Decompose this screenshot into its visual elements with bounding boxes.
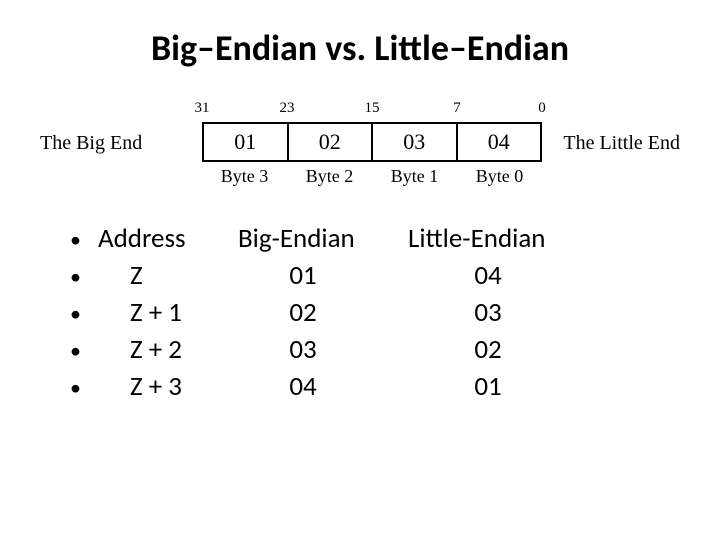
byte-label-row: Byte 3 Byte 2 Byte 1 Byte 0 — [202, 166, 542, 187]
cell-little: 03 — [408, 296, 588, 329]
byte-cell-3: 01 — [204, 124, 289, 160]
byte-cell-0: 04 — [458, 124, 541, 160]
byte-label-3: Byte 3 — [202, 166, 287, 187]
cell-big: 01 — [238, 259, 408, 292]
byte-cell-2: 02 — [289, 124, 374, 160]
cell-little: 01 — [408, 370, 588, 403]
bit-label-7: 7 — [453, 100, 461, 117]
cell-big: 04 — [238, 370, 408, 403]
cell-address: Z + 3 — [98, 370, 238, 403]
byte-label-2: Byte 2 — [287, 166, 372, 187]
little-end-label: The Little End — [563, 132, 680, 155]
cell-little: 04 — [408, 259, 588, 292]
slide: Big–Endian vs. Little–Endian The Big End… — [0, 0, 720, 540]
header-address: Address — [98, 222, 238, 255]
cell-address: Z — [98, 259, 238, 292]
slide-title: Big–Endian vs. Little–Endian — [40, 26, 680, 70]
bullet-icon: • — [70, 374, 98, 401]
address-table: • Address Big-Endian Little-Endian • Z 0… — [70, 222, 680, 403]
cell-big: 02 — [238, 296, 408, 329]
bit-label-23: 23 — [280, 100, 295, 117]
bit-position-row: 31 23 15 7 0 — [202, 100, 542, 120]
bit-label-0: 0 — [538, 100, 546, 117]
table-row: • Z 01 04 — [70, 259, 680, 292]
cell-address: Z + 1 — [98, 296, 238, 329]
header-big: Big-Endian — [238, 222, 408, 255]
header-little: Little-Endian — [408, 222, 588, 255]
bullet-icon: • — [70, 337, 98, 364]
cell-little: 02 — [408, 333, 588, 366]
byte-diagram: The Big End The Little End 31 23 15 7 0 … — [40, 88, 680, 208]
bullet-icon: • — [70, 263, 98, 290]
cell-address: Z + 2 — [98, 333, 238, 366]
big-end-label: The Big End — [40, 132, 142, 155]
table-row: • Z + 3 04 01 — [70, 370, 680, 403]
byte-label-0: Byte 0 — [457, 166, 542, 187]
table-header-row: • Address Big-Endian Little-Endian — [70, 222, 680, 255]
byte-label-1: Byte 1 — [372, 166, 457, 187]
bullet-icon: • — [70, 300, 98, 327]
bit-label-15: 15 — [365, 100, 380, 117]
bit-label-31: 31 — [195, 100, 210, 117]
bullet-icon: • — [70, 226, 98, 253]
table-row: • Z + 2 03 02 — [70, 333, 680, 366]
byte-cell-1: 03 — [373, 124, 458, 160]
table-row: • Z + 1 02 03 — [70, 296, 680, 329]
cell-big: 03 — [238, 333, 408, 366]
byte-box: 01 02 03 04 — [202, 122, 542, 162]
